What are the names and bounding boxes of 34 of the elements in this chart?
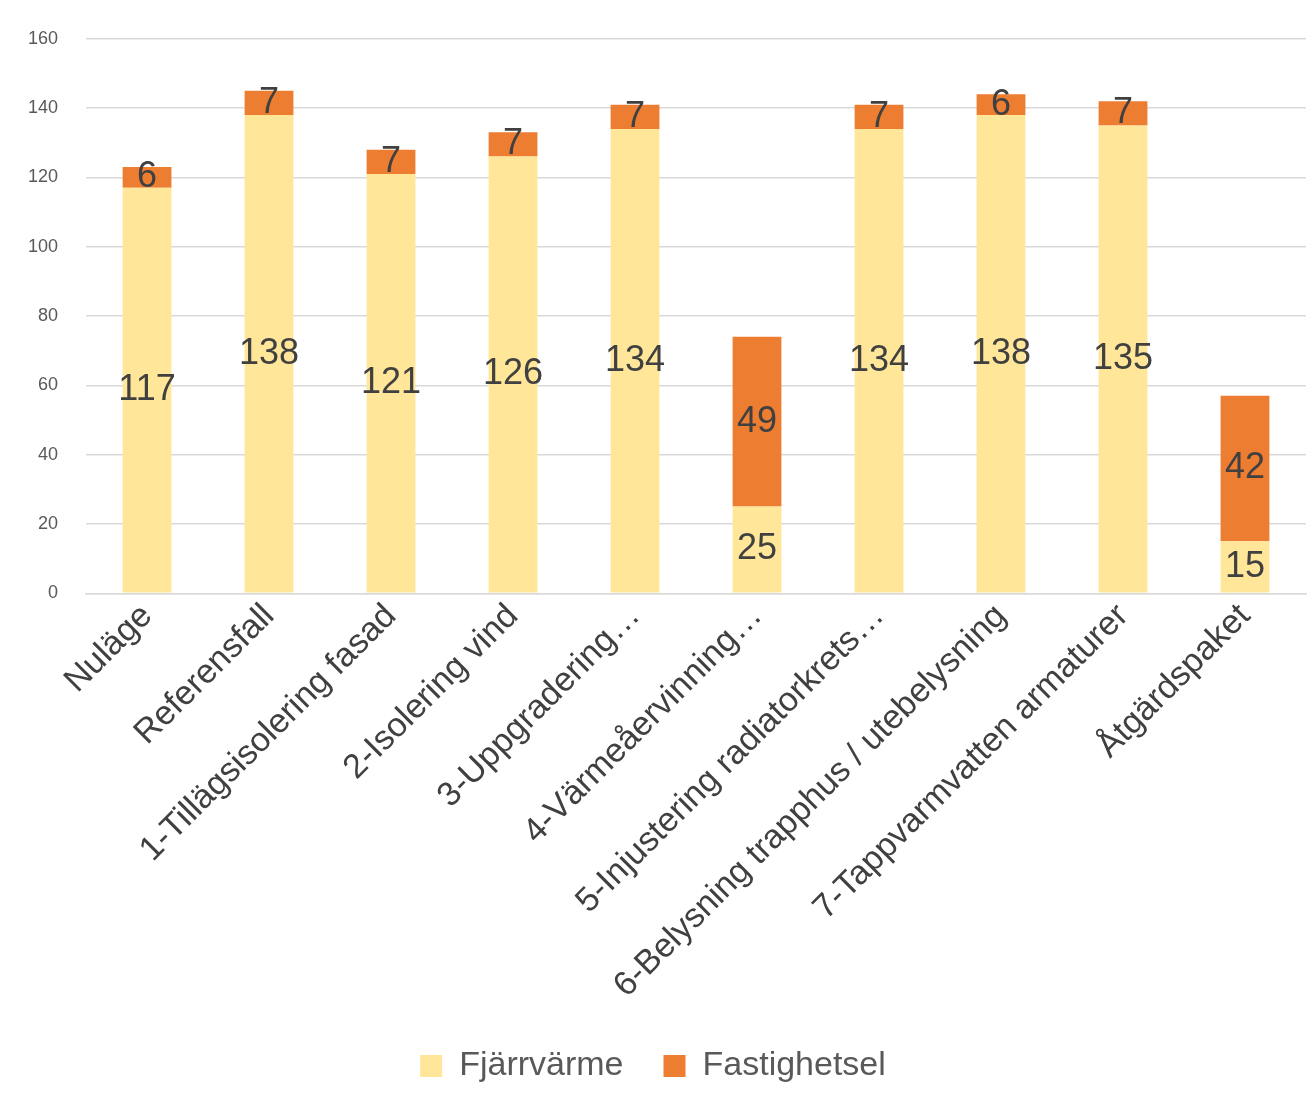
bar xyxy=(122,187,172,593)
data-label: 7 xyxy=(869,93,890,135)
data-label: 7 xyxy=(259,79,280,121)
data-label: 25 xyxy=(736,526,778,568)
data-label: 7 xyxy=(625,93,646,135)
legend-label: Fjärrvärme xyxy=(459,1044,624,1083)
y-tick-label: 120 xyxy=(27,166,59,187)
y-tick-label: 140 xyxy=(27,97,59,118)
y-tick-label: 0 xyxy=(48,582,59,603)
data-label: 7 xyxy=(381,138,402,180)
data-label: 7 xyxy=(1112,90,1134,132)
data-label: 117 xyxy=(118,367,176,409)
data-label: 134 xyxy=(604,337,666,379)
data-label: 6 xyxy=(137,154,158,196)
bar xyxy=(732,336,782,507)
y-tick-label: 80 xyxy=(38,304,59,325)
data-label: 138 xyxy=(970,330,1032,372)
y-tick-label: 40 xyxy=(38,443,59,464)
data-label: 134 xyxy=(848,337,910,379)
y-tick-label: 20 xyxy=(38,512,59,533)
data-label: 6 xyxy=(990,81,1012,123)
data-label: 126 xyxy=(482,351,544,393)
data-label: 49 xyxy=(736,398,778,440)
data-label: 135 xyxy=(1092,335,1154,377)
y-tick-label: 160 xyxy=(27,27,59,48)
y-tick-label: 60 xyxy=(38,374,59,395)
legend-label: Fastighetsel xyxy=(702,1044,886,1083)
bar xyxy=(1220,395,1270,542)
data-label: 121 xyxy=(360,360,422,402)
data-label: 42 xyxy=(1224,445,1266,487)
data-label: 138 xyxy=(238,330,300,372)
y-tick-label: 100 xyxy=(27,235,59,256)
data-label: 7 xyxy=(503,121,524,163)
data-label: 15 xyxy=(1224,543,1266,585)
